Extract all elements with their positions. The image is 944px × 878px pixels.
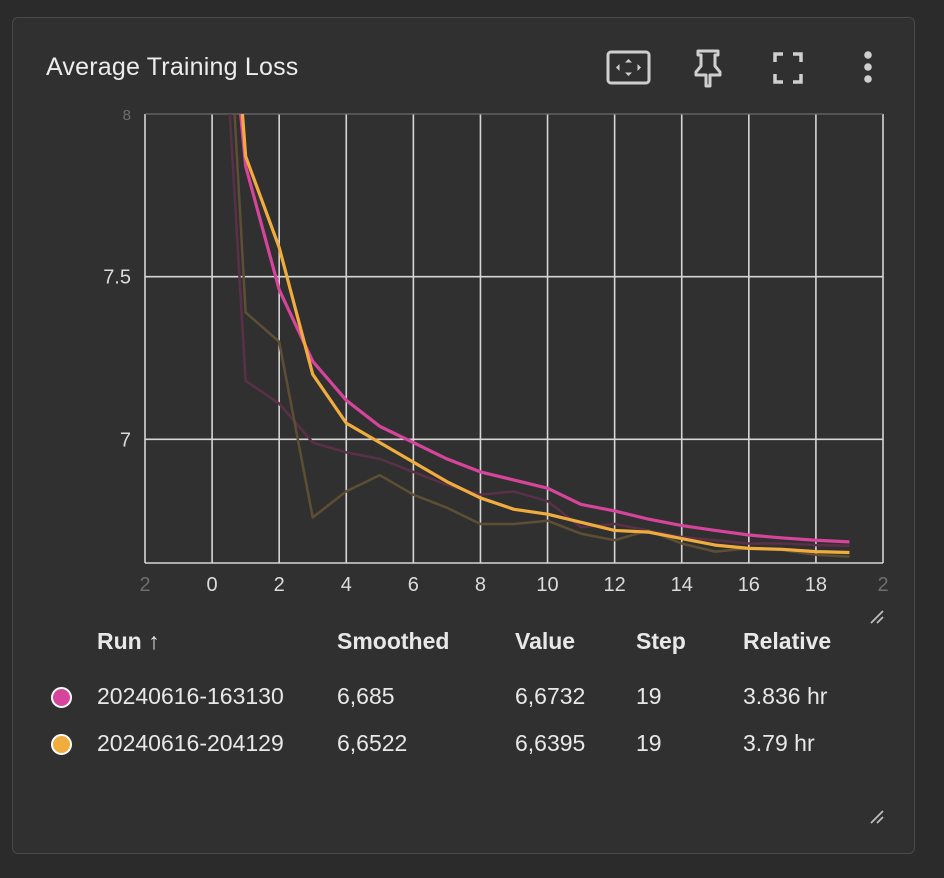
- x-tick-label: 18: [805, 574, 827, 596]
- y-tick-label: 7.5: [103, 267, 131, 289]
- resize-chart-handle[interactable]: [868, 608, 884, 624]
- step-value: 19: [636, 730, 662, 756]
- pin-button[interactable]: [684, 46, 732, 90]
- raw-series-line-0: [228, 114, 850, 547]
- step-column-header[interactable]: Step: [636, 628, 686, 654]
- fullscreen-icon: [773, 52, 803, 84]
- run-table-header: Run ↑ Smoothed Value Step Relative: [51, 628, 883, 673]
- run-name: 20240616-163130: [97, 683, 284, 709]
- more-vert-icon: [864, 51, 872, 83]
- x-tick-label: 0: [207, 574, 218, 596]
- run-color-swatch[interactable]: [51, 734, 72, 756]
- smoothed-column-header[interactable]: Smoothed: [337, 628, 450, 654]
- resize-card-handle[interactable]: [868, 808, 884, 824]
- fit-domain-button[interactable]: [605, 46, 653, 90]
- x-tick-label: 12: [604, 574, 626, 596]
- x-tick-label: 8: [475, 574, 486, 596]
- x-tick-label: 4: [341, 574, 352, 596]
- raw-value: 6,6395: [515, 730, 586, 756]
- x-tick-label: 6: [408, 574, 419, 596]
- relative-column-header[interactable]: Relative: [743, 628, 832, 654]
- relative-time: 3.836 hr: [743, 683, 828, 709]
- value-column-header[interactable]: Value: [515, 628, 576, 654]
- run-table: Run ↑ Smoothed Value Step Relative 20240…: [51, 628, 883, 767]
- smoothed-value: 6,6522: [337, 730, 408, 756]
- line-chart[interactable]: 2 0 2 4 6 8 10 12 14 16 18 2 8 7.5 7: [13, 18, 914, 618]
- raw-value: 6,6732: [515, 683, 586, 709]
- table-row: 20240616-204129 6,6522 6,6395 19 3.79 hr: [51, 720, 883, 767]
- pin-icon: [694, 49, 722, 88]
- smoothed-series-line-0: [239, 114, 850, 544]
- run-name: 20240616-204129: [97, 730, 284, 756]
- x-tick-label: 10: [536, 574, 558, 596]
- table-row: 20240616-163130 6,685 6,6732 19 3.836 hr: [51, 673, 883, 720]
- swatch-column-header: [51, 628, 97, 673]
- run-column-header[interactable]: Run ↑: [97, 628, 160, 654]
- fit-domain-icon: [606, 50, 651, 85]
- x-tick-label: 16: [738, 574, 760, 596]
- more-options-button[interactable]: [844, 46, 892, 90]
- card-title: Average Training Loss: [46, 53, 299, 81]
- y-tick-label: 7: [120, 429, 131, 451]
- scalar-card: Average Training Loss 2 0 2 4 6 8 10 12 14 16 18 2 8…: [12, 17, 915, 854]
- x-tick-label: 2: [139, 574, 150, 596]
- fullscreen-button[interactable]: [764, 46, 812, 90]
- relative-time: 3.79 hr: [743, 730, 815, 756]
- raw-series-line-1: [233, 114, 850, 558]
- step-value: 19: [636, 683, 662, 709]
- smoothed-series-line-1: [240, 114, 850, 555]
- x-tick-label: 2: [877, 574, 888, 596]
- y-tick-label: 8: [123, 107, 131, 124]
- x-tick-label: 14: [671, 574, 693, 596]
- run-color-swatch[interactable]: [51, 687, 72, 709]
- smoothed-value: 6,685: [337, 683, 395, 709]
- x-tick-label: 2: [274, 574, 285, 596]
